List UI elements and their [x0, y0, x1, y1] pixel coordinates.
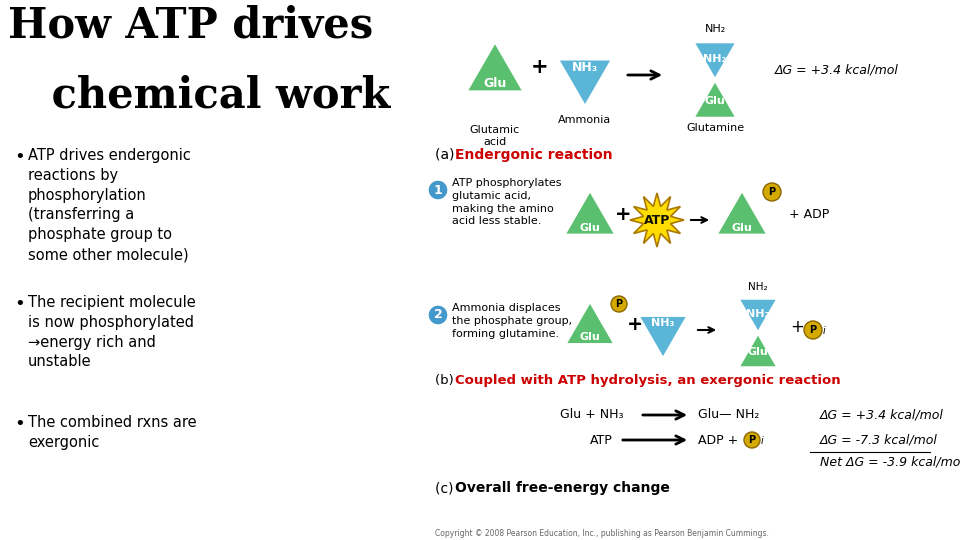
Polygon shape	[558, 59, 612, 107]
Polygon shape	[738, 299, 778, 333]
Text: ΔG = +3.4 kcal/mol: ΔG = +3.4 kcal/mol	[820, 408, 944, 422]
Circle shape	[763, 183, 781, 201]
Polygon shape	[693, 42, 737, 80]
Polygon shape	[693, 80, 737, 118]
Text: Ammonia: Ammonia	[559, 115, 612, 125]
Text: NH₂: NH₂	[746, 309, 770, 319]
Text: ATP phosphorylates
glutamic acid,
making the amino
acid less stable.: ATP phosphorylates glutamic acid, making…	[452, 178, 562, 226]
Text: 2: 2	[434, 308, 443, 321]
Text: Glu: Glu	[580, 332, 600, 342]
Polygon shape	[466, 42, 524, 92]
Text: NH₂: NH₂	[705, 24, 726, 34]
Circle shape	[804, 321, 822, 339]
Text: Coupled with ATP hydrolysis, an exergonic reaction: Coupled with ATP hydrolysis, an exergoni…	[455, 374, 841, 387]
Text: i: i	[823, 326, 826, 336]
Text: NH₂: NH₂	[704, 54, 727, 64]
Text: Glutamic
acid: Glutamic acid	[469, 125, 520, 146]
Text: ADP +: ADP +	[698, 434, 738, 447]
Text: P: P	[615, 299, 623, 309]
Polygon shape	[630, 193, 684, 247]
Polygon shape	[638, 315, 688, 359]
Text: P: P	[809, 325, 817, 335]
Text: NH₂: NH₂	[748, 282, 768, 292]
Text: The combined rxns are
exergonic: The combined rxns are exergonic	[28, 415, 197, 450]
Text: (b): (b)	[435, 374, 458, 387]
Text: Copyright © 2008 Pearson Education, Inc., publishing as Pearson Benjamin Cumming: Copyright © 2008 Pearson Education, Inc.…	[435, 529, 769, 537]
Text: Glu: Glu	[748, 347, 768, 357]
Text: P: P	[768, 187, 776, 197]
Text: + ADP: + ADP	[789, 207, 829, 220]
Text: Glu: Glu	[580, 222, 600, 233]
Text: Glu— NH₂: Glu— NH₂	[698, 408, 759, 422]
Text: +: +	[531, 57, 549, 77]
Text: Glutamine: Glutamine	[686, 123, 744, 133]
Text: (c): (c)	[435, 481, 458, 495]
Text: Endergonic reaction: Endergonic reaction	[455, 148, 612, 162]
Polygon shape	[565, 301, 615, 345]
Circle shape	[428, 180, 448, 200]
Circle shape	[611, 296, 627, 312]
Text: Glu + NH₃: Glu + NH₃	[560, 408, 623, 422]
Text: ΔG = +3.4 kcal/mol: ΔG = +3.4 kcal/mol	[775, 64, 899, 77]
Polygon shape	[564, 190, 616, 235]
Text: The recipient molecule
is now phosphorylated
→energy rich and
unstable: The recipient molecule is now phosphoryl…	[28, 295, 196, 369]
Text: •: •	[14, 415, 25, 433]
Text: +: +	[614, 205, 632, 224]
Text: ATP drives endergonic
reactions by
phosphorylation
(transferring a
phosphate gro: ATP drives endergonic reactions by phosp…	[28, 148, 191, 262]
Text: •: •	[14, 295, 25, 313]
Text: ATP: ATP	[644, 213, 670, 226]
Text: Glu: Glu	[705, 96, 726, 106]
Polygon shape	[738, 333, 778, 368]
Text: 1: 1	[434, 184, 443, 197]
Polygon shape	[716, 190, 768, 235]
Text: ATP: ATP	[590, 434, 612, 447]
Text: Glu: Glu	[484, 77, 507, 90]
Text: +: +	[627, 314, 643, 334]
Text: How ATP drives: How ATP drives	[8, 5, 373, 47]
Text: NH₃: NH₃	[651, 318, 675, 328]
Text: +: +	[790, 318, 804, 336]
Text: i: i	[761, 436, 764, 446]
Circle shape	[744, 432, 760, 448]
Text: Glu: Glu	[732, 222, 753, 233]
Text: Net ΔG = -3.9 kcal/mol: Net ΔG = -3.9 kcal/mol	[820, 456, 960, 469]
Text: •: •	[14, 148, 25, 166]
Text: chemical work: chemical work	[8, 75, 391, 117]
Text: NH₃: NH₃	[572, 60, 598, 73]
Text: P: P	[749, 435, 756, 445]
Circle shape	[428, 305, 448, 325]
Text: ΔG = -7.3 kcal/mol: ΔG = -7.3 kcal/mol	[820, 434, 938, 447]
Text: Overall free-energy change: Overall free-energy change	[455, 481, 670, 495]
Text: Ammonia displaces
the phosphate group,
forming glutamine.: Ammonia displaces the phosphate group, f…	[452, 303, 572, 339]
Text: (a): (a)	[435, 148, 459, 162]
